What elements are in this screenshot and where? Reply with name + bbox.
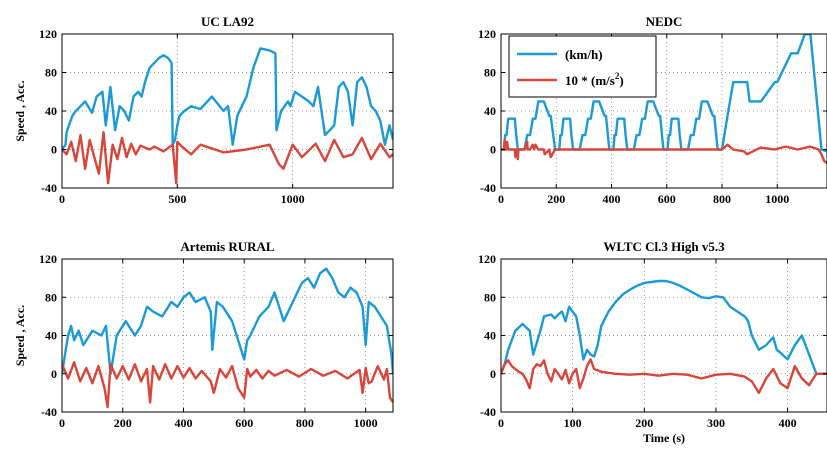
legend-label-text: (km/h) — [565, 47, 603, 62]
y-tick-label: -40 — [480, 405, 496, 419]
x-tick-label: 200 — [114, 416, 132, 430]
y-tick-label: -40 — [41, 405, 57, 419]
x-tick-label: 200 — [547, 192, 565, 206]
chart-title-artemis-rural: Artemis RURAL — [180, 239, 275, 254]
x-tick-label: 0 — [498, 416, 504, 430]
series-line-acceleration — [501, 358, 827, 395]
x-tick-label: 0 — [59, 192, 65, 206]
series-line-acceleration — [501, 138, 827, 164]
chart-title-uc-la92: UC LA92 — [201, 14, 254, 29]
y-tick-label: 120 — [478, 252, 496, 266]
y-tick-label: -40 — [41, 181, 57, 195]
y-tick-label: 0 — [490, 143, 496, 157]
y-tick-label: 80 — [484, 66, 496, 80]
y-tick-label: 0 — [51, 367, 57, 381]
series-line-speed — [62, 47, 393, 151]
x-tick-label: 300 — [707, 416, 725, 430]
y-tick-label: -40 — [480, 181, 496, 195]
series-line-acceleration — [62, 130, 393, 185]
y-tick-label: 0 — [490, 367, 496, 381]
x-tick-label: 1000 — [765, 192, 789, 206]
legend-box — [508, 35, 657, 98]
y-tick-label: 80 — [45, 290, 57, 304]
axes-frame — [61, 258, 394, 413]
chart-title-wltc-cl-3-high-v5-3: WLTC Cl.3 High v5.3 — [603, 239, 725, 254]
x-tick-label: 800 — [296, 416, 314, 430]
x-tick-label: 100 — [564, 416, 582, 430]
x-tick-label: 0 — [498, 192, 504, 206]
x-tick-label: 600 — [658, 192, 676, 206]
y-tick-label: 80 — [484, 290, 496, 304]
y-tick-label: 0 — [51, 143, 57, 157]
x-tick-label: 500 — [168, 192, 186, 206]
x-tick-label: 600 — [235, 416, 253, 430]
x-tick-label: 800 — [713, 192, 731, 206]
y-tick-label: 40 — [484, 329, 496, 343]
legend-label-acceleration: 10 * (m/s2) — [565, 71, 624, 88]
y-axis-label: Speed , Acc. — [13, 305, 27, 366]
y-tick-label: 120 — [478, 27, 496, 41]
series-line-speed — [501, 34, 827, 153]
legend-label-text: 10 * (m/s — [565, 73, 615, 88]
chart-title-nedc: NEDC — [646, 14, 683, 29]
series-line-speed — [62, 267, 393, 375]
y-tick-label: 40 — [45, 329, 57, 343]
series-line-speed — [501, 279, 827, 375]
y-tick-label: 120 — [39, 252, 57, 266]
x-tick-label: 0 — [59, 416, 65, 430]
x-tick-label: 400 — [603, 192, 621, 206]
legend: (km/h) 10 * (m/s2) — [508, 35, 657, 98]
y-axis-label: Speed , Acc. — [13, 80, 27, 141]
x-tick-label: 1000 — [281, 192, 305, 206]
x-tick-label: 400 — [174, 416, 192, 430]
legend-label-suffix: ) — [619, 73, 623, 88]
y-tick-label: 80 — [45, 66, 57, 80]
legend-label-speed: (km/h) — [565, 47, 603, 62]
series-line-acceleration — [62, 361, 393, 409]
legend-label-superscript: 2 — [615, 71, 620, 81]
x-tick-label: 1000 — [354, 416, 378, 430]
x-tick-label: 400 — [779, 416, 797, 430]
y-tick-label: 40 — [484, 104, 496, 118]
y-tick-label: 40 — [45, 104, 57, 118]
x-tick-label: 200 — [635, 416, 653, 430]
x-axis-label: Time (s) — [643, 431, 685, 445]
y-tick-label: 120 — [39, 27, 57, 41]
